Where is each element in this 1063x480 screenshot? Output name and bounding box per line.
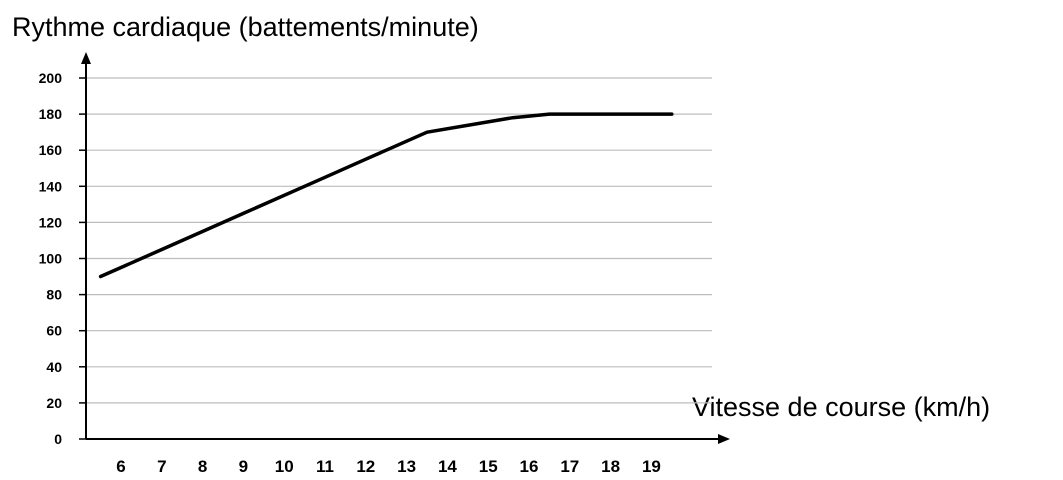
y-tick-label: 0 <box>54 431 62 447</box>
x-tick-label: 10 <box>275 457 294 476</box>
y-tick-label: 40 <box>46 359 62 375</box>
x-tick-label: 16 <box>520 457 539 476</box>
y-tick-label: 120 <box>39 214 63 230</box>
x-tick-label: 14 <box>438 457 457 476</box>
x-tick-label: 9 <box>239 457 248 476</box>
y-tick-label: 160 <box>39 142 63 158</box>
y-tick-label: 200 <box>39 70 63 86</box>
y-axis-arrow <box>81 52 91 64</box>
y-axis-label: Rythme cardiaque (battements/minute) <box>12 12 479 42</box>
y-tick-label: 140 <box>39 178 63 194</box>
x-tick-label: 12 <box>356 457 375 476</box>
x-axis-arrow <box>718 434 730 444</box>
series-line-0 <box>98 112 674 279</box>
y-tick-label: 60 <box>46 323 62 339</box>
x-tick-label: 6 <box>116 457 125 476</box>
x-tick-label: 11 <box>316 457 334 476</box>
y-tick-label: 80 <box>46 287 62 303</box>
y-tick-label: 180 <box>39 106 63 122</box>
x-tick-label: 13 <box>397 457 416 476</box>
x-tick-label: 18 <box>601 457 620 476</box>
x-tick-label: 15 <box>479 457 498 476</box>
y-tick-label: 100 <box>39 251 63 267</box>
x-tick-label: 8 <box>198 457 207 476</box>
x-tick-label: 17 <box>560 457 579 476</box>
y-tick-label: 20 <box>46 395 62 411</box>
x-tick-label: 19 <box>642 457 661 476</box>
x-tick-label: 7 <box>157 457 166 476</box>
x-axis-label: Vitesse de course (km/h) <box>692 392 991 422</box>
